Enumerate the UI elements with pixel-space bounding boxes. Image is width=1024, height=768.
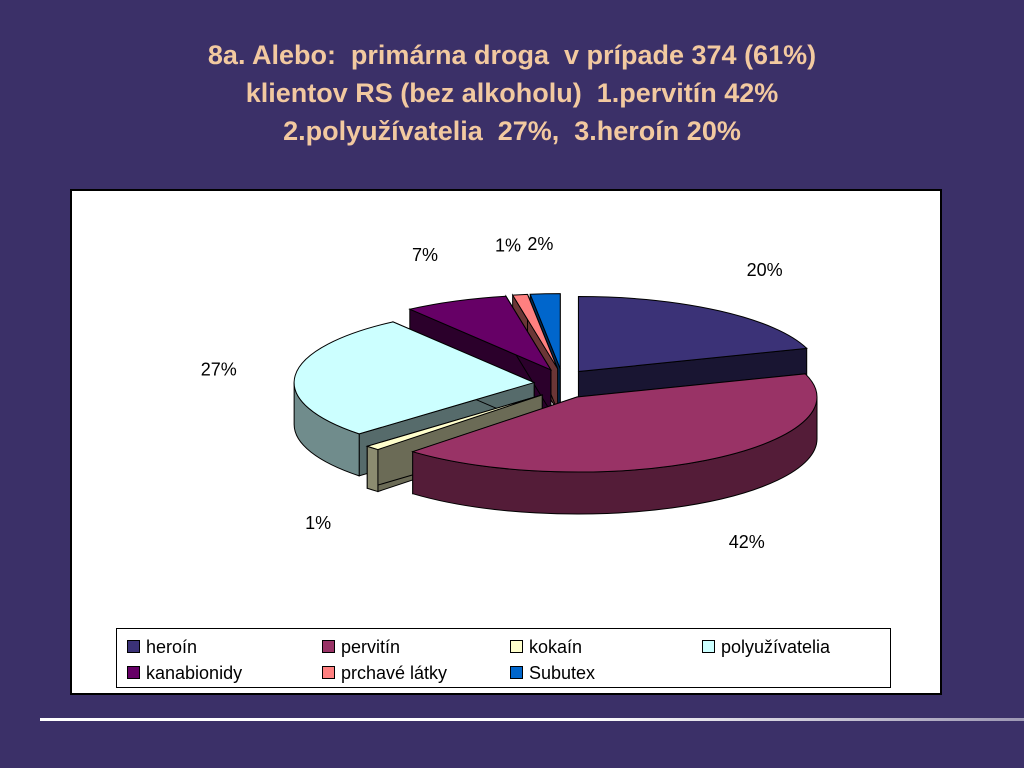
title-line-2: klientov RS (bez alkoholu) 1.pervitín 42… <box>245 78 779 108</box>
legend-label: prchavé látky <box>341 663 448 683</box>
legend-swatch <box>702 640 715 653</box>
chart-legend: heroín pervitín kokaín polyužívatelia kanabi… <box>116 628 891 688</box>
legend-label: polyužívatelia <box>721 637 831 657</box>
legend-label: kokaín <box>529 637 583 657</box>
legend-swatch <box>510 640 523 653</box>
footer-rule <box>40 718 1024 721</box>
legend-item-kokaín: kokaín <box>510 637 582 657</box>
legend-swatch <box>127 640 140 653</box>
pct-label-kanabionidy: 7% <box>412 245 438 265</box>
legend-item-kanabionidy: kanabionidy <box>127 663 242 683</box>
pct-label-polyužívatelia: 27% <box>201 360 237 380</box>
pct-label-pervitín: 42% <box>729 532 765 552</box>
pct-label-heroín: 20% <box>747 260 783 280</box>
legend-item-heroín: heroín <box>127 637 197 657</box>
pie-slice-pervitín <box>411 373 818 515</box>
legend-label: Subutex <box>529 663 596 683</box>
legend-label: heroín <box>146 637 198 657</box>
legend-swatch <box>322 640 335 653</box>
legend-swatch <box>322 666 335 679</box>
pct-label-Subutex: 2% <box>527 234 553 254</box>
legend-label: pervitín <box>341 637 401 657</box>
legend-swatch <box>127 666 140 679</box>
legend-swatch <box>510 666 523 679</box>
legend-item-Subutex: Subutex <box>510 663 595 683</box>
legend-item-pervitín: pervitín <box>322 637 400 657</box>
chart-area: 20% 42% 1% 27% 7% 1% 2% heroín pervitín kokaín po… <box>70 189 942 695</box>
legend-item-prchavé-látky: prchavé látky <box>322 663 447 683</box>
pct-label-kokaín: 1% <box>305 513 331 533</box>
pie-chart: 20% 42% 1% 27% 7% 1% 2% <box>201 234 818 552</box>
pct-label-prchavé-látky: 1% <box>495 235 521 255</box>
legend-label: kanabionidy <box>146 663 243 683</box>
title-line-1: 8a. Alebo: primárna droga v prípade 374 … <box>207 40 817 70</box>
slide-title: 8a. Alebo: primárna droga v prípade 374 … <box>0 36 1024 150</box>
legend-item-polyužívatelia: polyužívatelia <box>702 637 830 657</box>
title-line-3: 2.polyužívatelia 27%, 3.heroín 20% <box>283 116 741 146</box>
